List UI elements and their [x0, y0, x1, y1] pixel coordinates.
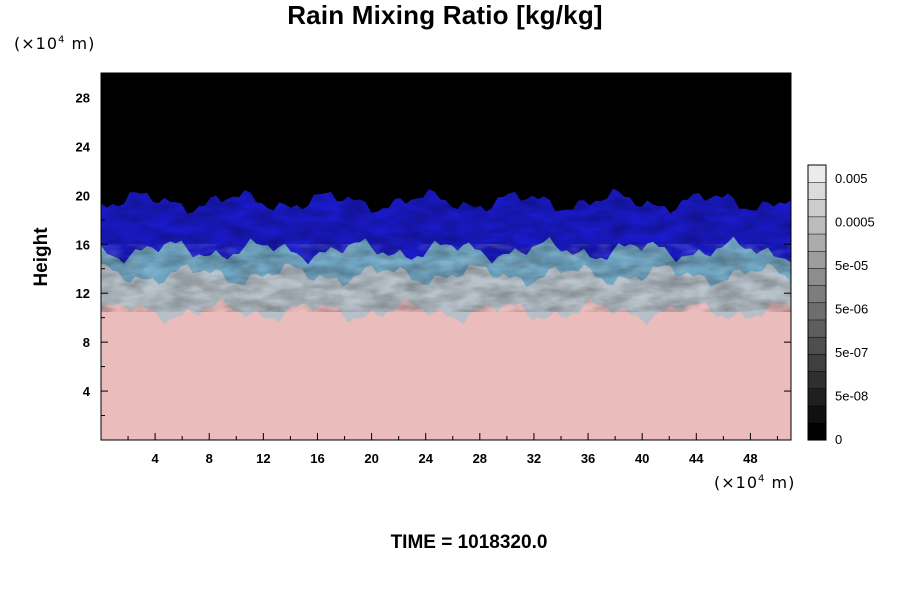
x-tick-label: 24 — [418, 451, 433, 466]
x-tick-label: 36 — [581, 451, 595, 466]
x-unit-suffix: m) — [765, 473, 796, 492]
colorbar-swatch — [807, 164, 827, 183]
colorbar-swatch — [807, 267, 827, 286]
y-tick-label: 4 — [83, 384, 91, 399]
y-unit-suffix: m) — [65, 34, 96, 53]
colorbar-swatch — [807, 302, 827, 321]
colorbar-label: 0 — [835, 432, 842, 447]
colorbar-label: 5e-06 — [835, 302, 868, 317]
y-axis-unit: (×104 m) — [14, 34, 95, 53]
colorbar-swatch — [807, 181, 827, 200]
colorbar-swatch — [807, 216, 827, 235]
x-unit-exponent: 4 — [758, 473, 766, 485]
y-tick-label: 8 — [83, 335, 90, 350]
y-unit-exponent: 4 — [58, 34, 66, 46]
colorbar-swatch — [807, 233, 827, 252]
colorbar-label: 0.0005 — [835, 215, 875, 230]
x-tick-label: 12 — [256, 451, 270, 466]
x-tick-label: 8 — [206, 451, 213, 466]
turbulence-texture-light — [101, 244, 791, 306]
colorbar-swatch — [807, 319, 827, 338]
band-pink — [101, 297, 791, 440]
chart-title: Rain Mixing Ratio [kg/kg] — [287, 0, 603, 30]
colorbar-swatch — [807, 199, 827, 218]
x-tick-label: 48 — [743, 451, 757, 466]
colorbar-swatch — [807, 285, 827, 304]
x-tick-label: 28 — [473, 451, 487, 466]
colorbar-label: 5e-08 — [835, 389, 868, 404]
y-tick-label: 24 — [76, 139, 91, 154]
x-axis: 4 8 12 16 20 24 28 32 36 40 44 48 — [127, 73, 778, 466]
x-unit-prefix: (×10 — [714, 473, 759, 492]
x-tick-label: 44 — [689, 451, 704, 466]
x-tick-label: 4 — [152, 451, 160, 466]
x-tick-label: 40 — [635, 451, 649, 466]
colorbar-swatch — [807, 422, 827, 441]
y-axis: 4 8 12 16 20 24 28 — [76, 90, 791, 417]
colorbar-label: 5e-07 — [835, 345, 868, 360]
colorbar-swatch — [807, 353, 827, 372]
y-unit-prefix: (×10 — [14, 34, 59, 53]
x-axis-unit: (×104 m) — [714, 473, 795, 492]
y-tick-label: 12 — [76, 286, 90, 301]
y-tick-label: 16 — [76, 237, 90, 252]
colorbar-label: 5e-05 — [835, 258, 868, 273]
colorbar-swatch — [807, 336, 827, 355]
colorbar-frame — [807, 164, 827, 441]
x-tick-label: 20 — [364, 451, 378, 466]
plot-frame — [100, 72, 792, 441]
colorbar-swatch — [807, 250, 827, 269]
colorbar-swatch — [807, 388, 827, 407]
colorbar-swatch — [807, 371, 827, 389]
x-tick-label: 16 — [310, 451, 324, 466]
y-tick-label: 20 — [76, 188, 90, 203]
field-layer — [101, 73, 791, 440]
x-tick-label: 32 — [527, 451, 541, 466]
y-tick-label: 28 — [76, 90, 90, 105]
colorbar: 0.005 0.0005 5e-05 5e-06 5e-07 5e-08 0 — [807, 164, 875, 447]
colorbar-swatch — [807, 405, 827, 424]
time-label: TIME = 1018320.0 — [390, 532, 548, 553]
colorbar-label: 0.005 — [835, 171, 868, 186]
